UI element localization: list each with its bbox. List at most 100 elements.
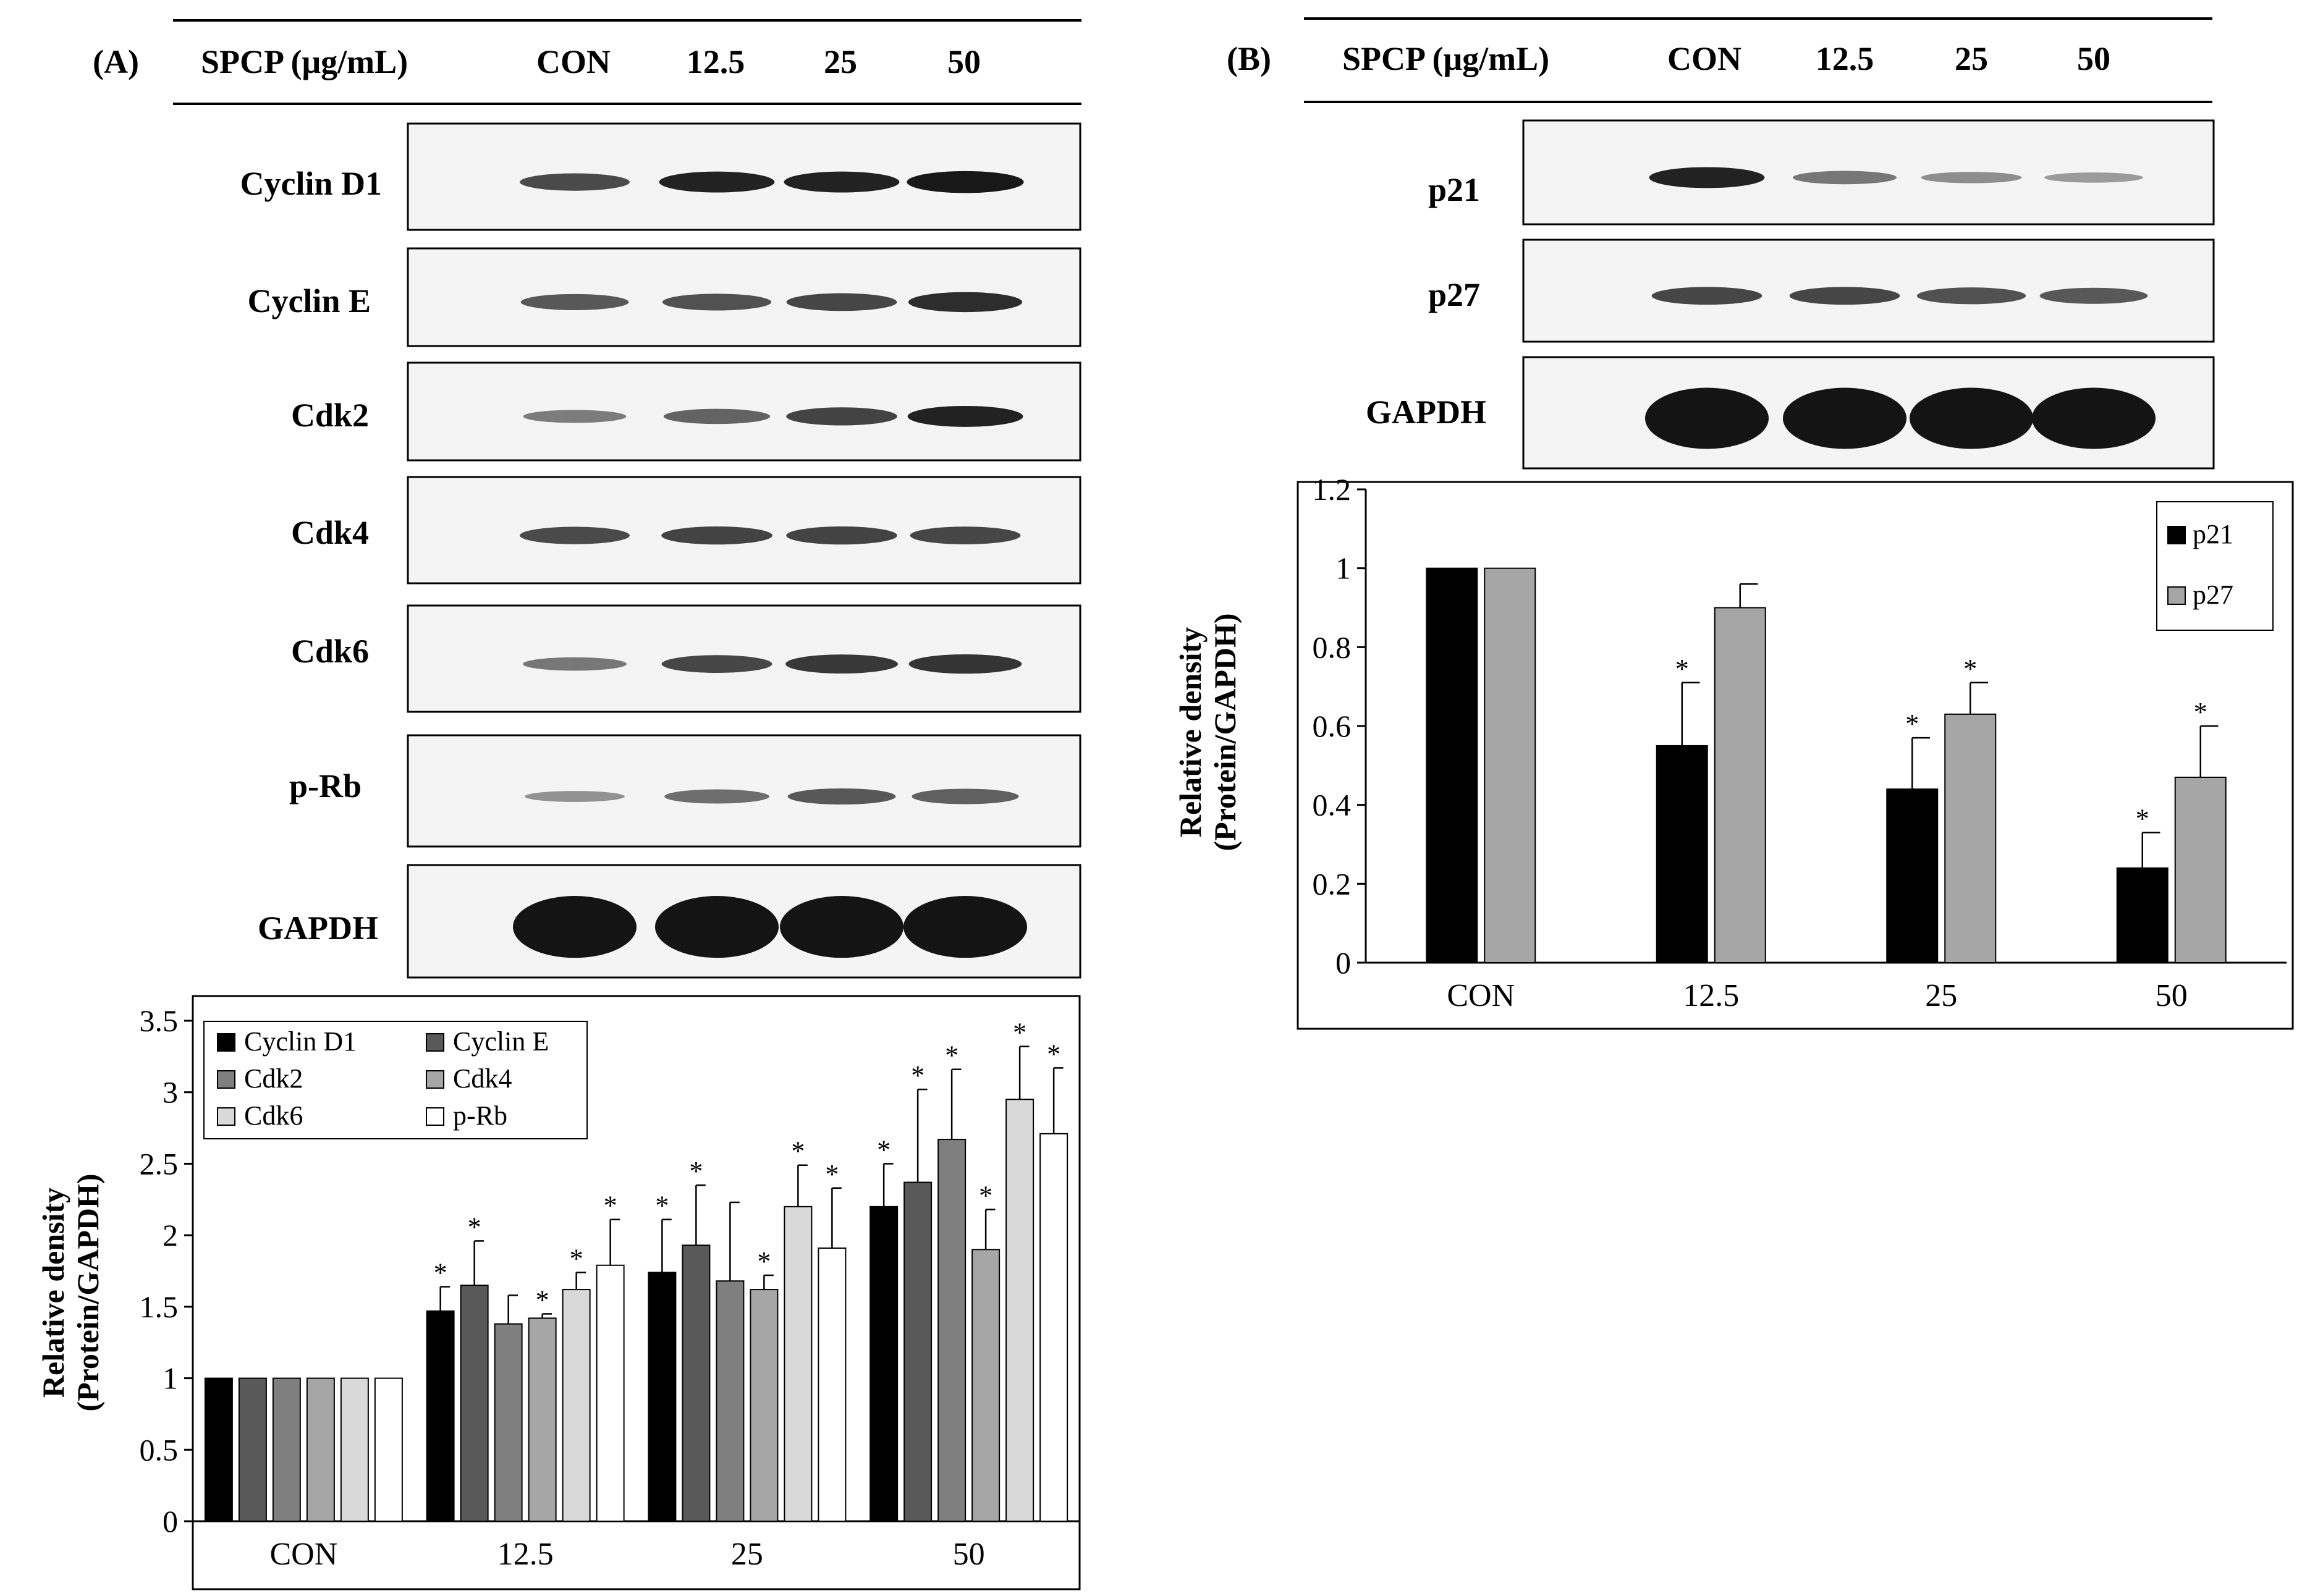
y-tick-label: 3.5 (140, 1003, 179, 1038)
blot-row: Cdk4 (291, 476, 1081, 585)
blot-label: p-Rb (289, 767, 362, 804)
panel-b-lane-label: CON (1667, 40, 1741, 77)
protein-band (520, 173, 630, 191)
significance-marker: * (945, 1041, 958, 1071)
protein-band (787, 788, 896, 805)
blot-row: p27 (1428, 239, 2215, 343)
significance-marker: * (655, 1191, 669, 1221)
panel-b-lane-label: 12.5 (1816, 40, 1874, 77)
bar (374, 1377, 403, 1522)
protein-band (525, 791, 625, 802)
significance-marker: * (757, 1246, 771, 1277)
significance-marker: * (2136, 803, 2149, 834)
y-axis-title-line: Relative density (36, 1188, 70, 1398)
blot-label: GAPDH (258, 910, 378, 947)
legend-label: p21 (2193, 519, 2233, 549)
protein-band (1649, 167, 1765, 188)
y-tick-label: 2 (163, 1218, 178, 1252)
panel-a-letter: (A) (93, 43, 139, 80)
bar (870, 1205, 899, 1522)
legend-entry: p27 (2167, 580, 2233, 610)
x-tick-label: CON (1447, 978, 1515, 1013)
protein-band (664, 789, 769, 804)
legend-entry: Cyclin E (426, 1026, 549, 1057)
bar (1426, 567, 1478, 963)
protein-band (1645, 387, 1769, 449)
blot-bands (525, 788, 1019, 805)
significance-marker: * (791, 1136, 805, 1167)
y-tick-label: 0.6 (1313, 709, 1352, 743)
blot-bands (520, 171, 1024, 193)
bar (340, 1377, 369, 1522)
x-tick-label: 25 (731, 1537, 763, 1572)
bar (596, 1264, 625, 1522)
bar (1886, 788, 1939, 963)
blot-label: p21 (1428, 171, 1480, 208)
y-tick-label: 1.2 (1313, 472, 1352, 507)
y-axis-title-line: (Protein/GAPDH) (1208, 613, 1242, 851)
y-tick-label: 0.4 (1313, 788, 1352, 822)
protein-band (663, 408, 771, 424)
blot-row: Cyclin D1 (240, 122, 1081, 231)
protein-band (912, 788, 1019, 804)
legend-swatch (426, 1033, 444, 1052)
protein-band (903, 896, 1027, 958)
significance-marker: * (434, 1257, 447, 1288)
significance-marker: * (825, 1159, 839, 1189)
bar (682, 1244, 711, 1522)
y-tick-label: 1.5 (140, 1290, 179, 1324)
significance-marker: * (1675, 654, 1689, 684)
legend-label: Cdk6 (244, 1100, 303, 1131)
significance-marker: * (2194, 697, 2207, 727)
protein-band (661, 655, 772, 673)
plot-area: 0 0.5 1 1.5 2 2.5 3 3.5 CON 12.5 * * * * * 25 * * * * * 50 * * *… (140, 1003, 1080, 1572)
blot-label: Cdk6 (291, 633, 369, 670)
y-tick-label: 1 (163, 1361, 178, 1396)
bar (528, 1317, 557, 1522)
blot-label: Cyclin D1 (240, 165, 383, 202)
protein-band (784, 171, 900, 193)
blot-row: Cdk2 (291, 361, 1081, 462)
bar (716, 1280, 745, 1522)
legend-label: Cdk2 (244, 1063, 303, 1094)
protein-band (786, 407, 897, 426)
x-tick-label: 12.5 (497, 1537, 554, 1572)
bar (1484, 567, 1536, 963)
protein-band (2039, 287, 2148, 304)
significance-marker: * (911, 1060, 925, 1091)
panel-a-lane-label: 12.5 (687, 43, 745, 80)
blot-bands (1645, 387, 2156, 449)
significance-marker: * (604, 1191, 617, 1221)
chart-frame (1297, 481, 2294, 1030)
protein-band (786, 293, 897, 311)
legend-swatch (426, 1070, 444, 1089)
blot-bands (523, 405, 1023, 427)
blot-row: Cyclin E (247, 247, 1081, 347)
panel-b-lane-label: 50 (2077, 40, 2110, 77)
blot-row: p21 (1428, 119, 2215, 226)
legend-label: Cyclin E (453, 1026, 549, 1057)
protein-band (523, 410, 627, 423)
blot-label: Cdk2 (291, 397, 369, 434)
significance-marker: * (1963, 654, 1977, 684)
legend-swatch (426, 1107, 444, 1126)
legend-box (2156, 501, 2274, 631)
bar (2174, 776, 2227, 963)
panel-a-bar-chart: Relative density (Protein/GAPDH) 0 0.5 1 1.… (36, 995, 1081, 1590)
protein-band (780, 896, 903, 958)
significance-marker: * (1905, 709, 1919, 739)
blot-bands (1649, 167, 2143, 188)
bar (903, 1181, 933, 1522)
legend-swatch (2167, 586, 2186, 605)
protein-band (1910, 387, 2033, 449)
bar (1005, 1099, 1035, 1522)
legend-swatch (2167, 526, 2186, 544)
panel-b-header: (B) SPCP (μg/mL) CON 12.5 25 50 (1227, 17, 2212, 103)
x-tick-label: 50 (953, 1537, 985, 1572)
bar (1039, 1133, 1068, 1522)
protein-band (659, 171, 775, 193)
protein-band (908, 292, 1023, 313)
legend-label: p-Rb (453, 1100, 507, 1131)
blot-bands (520, 292, 1023, 313)
bar (750, 1289, 779, 1522)
